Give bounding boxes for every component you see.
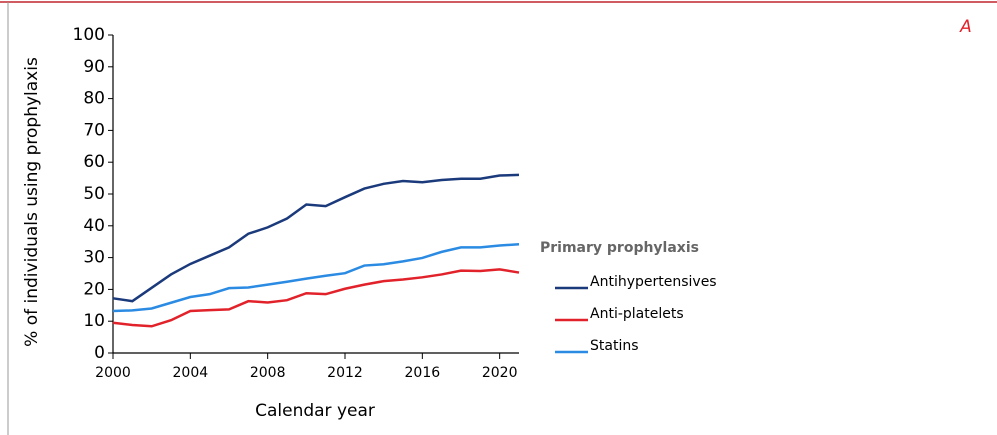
y-tick-label: 0 (94, 343, 105, 363)
series-line (112, 268, 520, 328)
y-tick-label: 50 (83, 184, 105, 204)
x-axis-label: Calendar year (255, 401, 375, 421)
y-tick-label: 40 (83, 216, 105, 236)
x-tick-label: 2004 (173, 365, 209, 381)
y-tick-label: 70 (83, 120, 105, 140)
panel-label: A (959, 17, 972, 37)
y-tick-label: 60 (83, 152, 105, 172)
y-tick-label: 30 (83, 248, 105, 268)
legend-label: Anti-platelets (590, 306, 684, 322)
series-line (112, 242, 520, 313)
y-tick-label: 100 (73, 25, 105, 45)
x-tick-label: 2020 (482, 365, 518, 381)
series-line (112, 173, 520, 303)
x-tick-label: 2012 (327, 365, 363, 381)
x-tick-label: 2016 (405, 365, 441, 381)
y-tick-label: 10 (83, 311, 105, 331)
x-tick-label: 2000 (95, 365, 131, 381)
y-tick-label: 80 (83, 89, 105, 109)
y-tick-label: 20 (83, 279, 105, 299)
legend-label: Antihypertensives (590, 274, 717, 290)
legend-label: Statins (590, 338, 639, 354)
legend-title: Primary prophylaxis (540, 240, 699, 256)
x-tick-label: 2008 (250, 365, 286, 381)
y-axis-label: % of individuals using prophylaxis (22, 57, 42, 347)
y-tick-label: 90 (83, 57, 105, 77)
